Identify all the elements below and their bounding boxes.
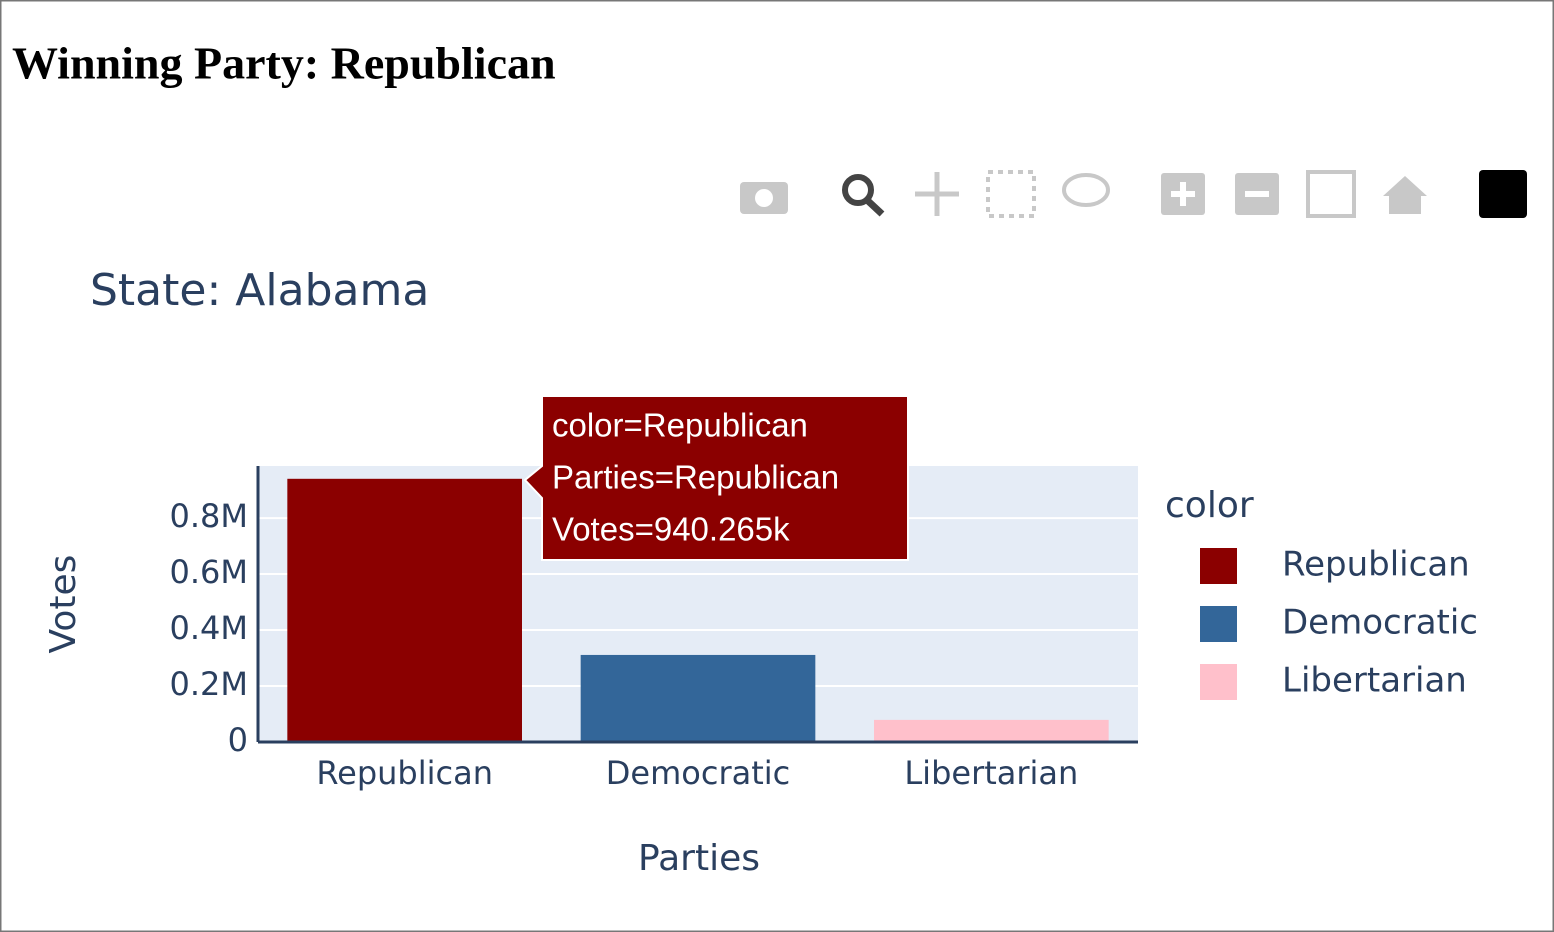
zoom-icon[interactable] (842, 174, 885, 217)
toolbar (740, 170, 1527, 218)
tooltip-text: Votes=940.265k (552, 511, 790, 548)
tooltip-text: color=Republican (552, 407, 808, 444)
x-axis-title: Parties (638, 838, 760, 879)
legend-title: color (1165, 485, 1254, 526)
y-tick-label: 0.2M (170, 665, 249, 703)
legend-swatch (1200, 606, 1237, 642)
legend-swatch (1200, 664, 1237, 700)
camera-icon[interactable] (740, 182, 788, 214)
lasso-icon[interactable] (1062, 173, 1110, 207)
autoscale-icon[interactable] (1306, 170, 1356, 218)
bar (874, 719, 1109, 742)
chart-title: State: Alabama (90, 265, 429, 316)
y-tick-label: 0 (228, 721, 248, 759)
bar (580, 654, 816, 742)
y-axis-title: Votes (43, 555, 84, 654)
y-tick-label: 0.6M (170, 553, 249, 591)
reset-icon[interactable] (1383, 176, 1427, 214)
x-tick-label: Libertarian (904, 754, 1078, 792)
tooltip-box (523, 395, 909, 561)
bar (287, 478, 522, 742)
legend-label: Democratic (1282, 603, 1478, 643)
y-tick-label: 0.8M (170, 497, 249, 535)
y-tick-label: 0.4M (170, 609, 249, 647)
legend-label: Libertarian (1282, 661, 1467, 701)
x-tick-label: Democratic (606, 754, 790, 792)
legend-swatch (1200, 548, 1237, 584)
page-heading: Winning Party: Republican (12, 38, 556, 89)
plotly-logo[interactable] (1479, 170, 1527, 218)
zoom-out-icon[interactable] (1235, 173, 1279, 215)
box-select-icon[interactable] (986, 170, 1036, 218)
tooltip-text: Parties=Republican (552, 459, 839, 496)
legend-label: Republican (1282, 545, 1470, 585)
pan-icon[interactable] (915, 172, 959, 216)
zoom-in-icon[interactable] (1161, 173, 1205, 215)
x-tick-label: Republican (316, 754, 493, 792)
